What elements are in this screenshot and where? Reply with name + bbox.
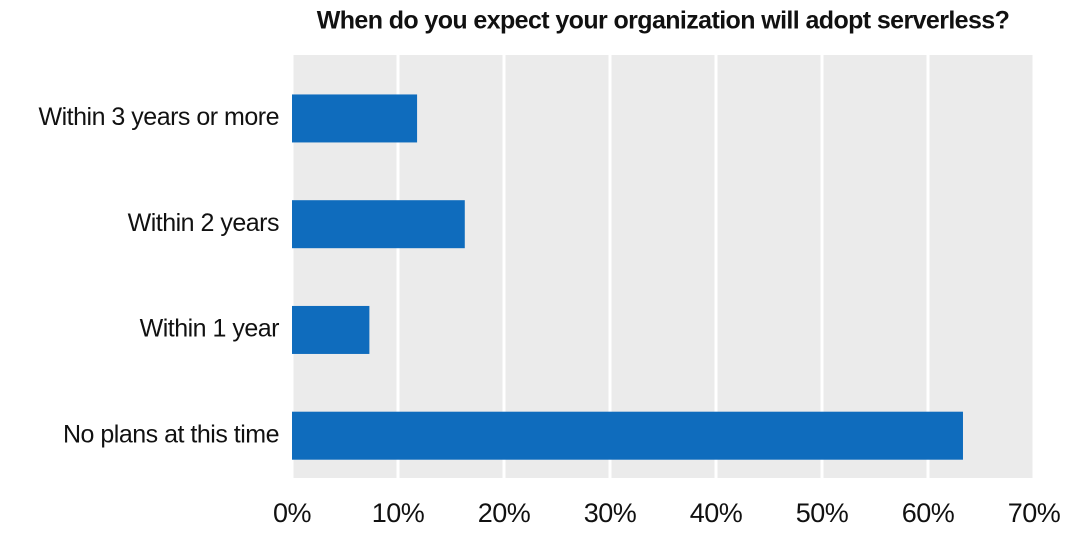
x-tick-label: 40% — [690, 498, 743, 528]
category-label: Within 2 years — [128, 209, 279, 237]
category-label: Within 1 year — [140, 315, 280, 343]
category-label: Within 3 years or more — [39, 103, 279, 131]
bar — [292, 200, 465, 249]
x-tick-label: 70% — [1008, 498, 1061, 528]
bar — [292, 411, 963, 460]
chart-title: When do you expect your organization wil… — [317, 7, 1010, 35]
x-tick-label: 50% — [796, 498, 849, 528]
x-tick-label: 10% — [372, 498, 425, 528]
bar — [292, 305, 370, 354]
x-tick-label: 0% — [273, 498, 312, 528]
x-tick-label: 30% — [584, 498, 637, 528]
x-tick-label: 20% — [478, 498, 531, 528]
category-label: No plans at this time — [63, 420, 279, 448]
x-tick-label: 60% — [902, 498, 955, 528]
bar — [292, 94, 418, 143]
